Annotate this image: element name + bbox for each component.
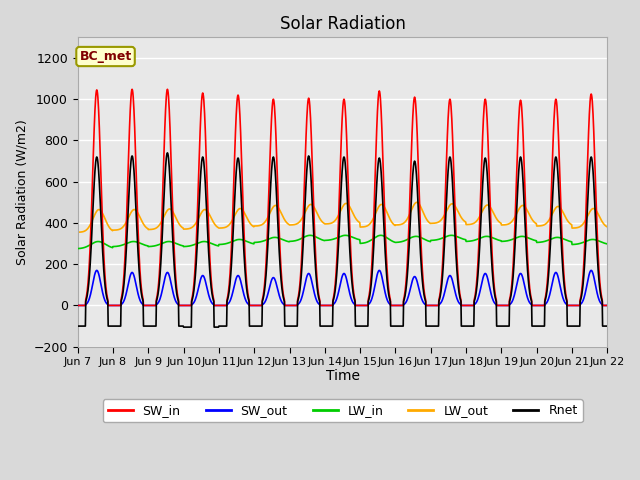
SW_in <box>74 302 81 308</box>
SW_in <box>494 302 502 308</box>
LW_out <box>191 221 199 227</box>
Rnet <box>74 323 81 329</box>
SW_in <box>541 302 548 308</box>
Rnet <box>425 323 433 329</box>
SW_out <box>74 302 81 308</box>
SW_in <box>425 302 433 308</box>
LW_out <box>603 224 611 229</box>
LW_out <box>425 219 433 225</box>
LW_out <box>541 222 548 228</box>
LW_in <box>541 239 548 244</box>
Line: SW_in: SW_in <box>77 89 607 305</box>
SW_in <box>251 302 259 308</box>
LW_in <box>74 246 81 252</box>
LW_in <box>307 232 314 238</box>
LW_out <box>179 225 186 230</box>
LW_out <box>494 217 502 223</box>
Rnet <box>179 323 187 329</box>
LW_in <box>425 238 433 244</box>
Title: Solar Radiation: Solar Radiation <box>280 15 406 33</box>
SW_out <box>541 302 548 308</box>
Line: LW_out: LW_out <box>77 203 607 232</box>
SW_in <box>603 302 611 308</box>
Rnet <box>164 150 172 156</box>
Legend: SW_in, SW_out, LW_in, LW_out, Rnet: SW_in, SW_out, LW_in, LW_out, Rnet <box>102 399 582 422</box>
Line: Rnet: Rnet <box>77 153 607 327</box>
LW_in <box>603 241 611 247</box>
SW_in <box>179 302 187 308</box>
SW_out <box>93 267 100 273</box>
SW_in <box>192 252 200 258</box>
Y-axis label: Solar Radiation (W/m2): Solar Radiation (W/m2) <box>15 119 28 265</box>
LW_in <box>251 240 259 245</box>
SW_out <box>425 302 433 308</box>
SW_out <box>494 302 502 308</box>
X-axis label: Time: Time <box>326 369 360 383</box>
SW_out <box>251 302 259 308</box>
Rnet <box>494 323 502 329</box>
Text: BC_met: BC_met <box>79 50 132 63</box>
LW_in <box>191 241 199 247</box>
SW_out <box>192 296 200 301</box>
SW_out <box>179 302 187 308</box>
Rnet <box>252 323 259 329</box>
Rnet <box>192 262 200 267</box>
LW_out <box>251 223 259 229</box>
Line: LW_in: LW_in <box>77 235 607 249</box>
LW_in <box>494 237 502 243</box>
LW_out <box>413 200 420 205</box>
LW_in <box>179 243 186 249</box>
LW_out <box>74 229 81 235</box>
SW_in <box>128 86 136 92</box>
Rnet <box>180 324 188 330</box>
Rnet <box>541 299 548 304</box>
SW_out <box>603 302 611 308</box>
Line: SW_out: SW_out <box>77 270 607 305</box>
Rnet <box>603 323 611 329</box>
